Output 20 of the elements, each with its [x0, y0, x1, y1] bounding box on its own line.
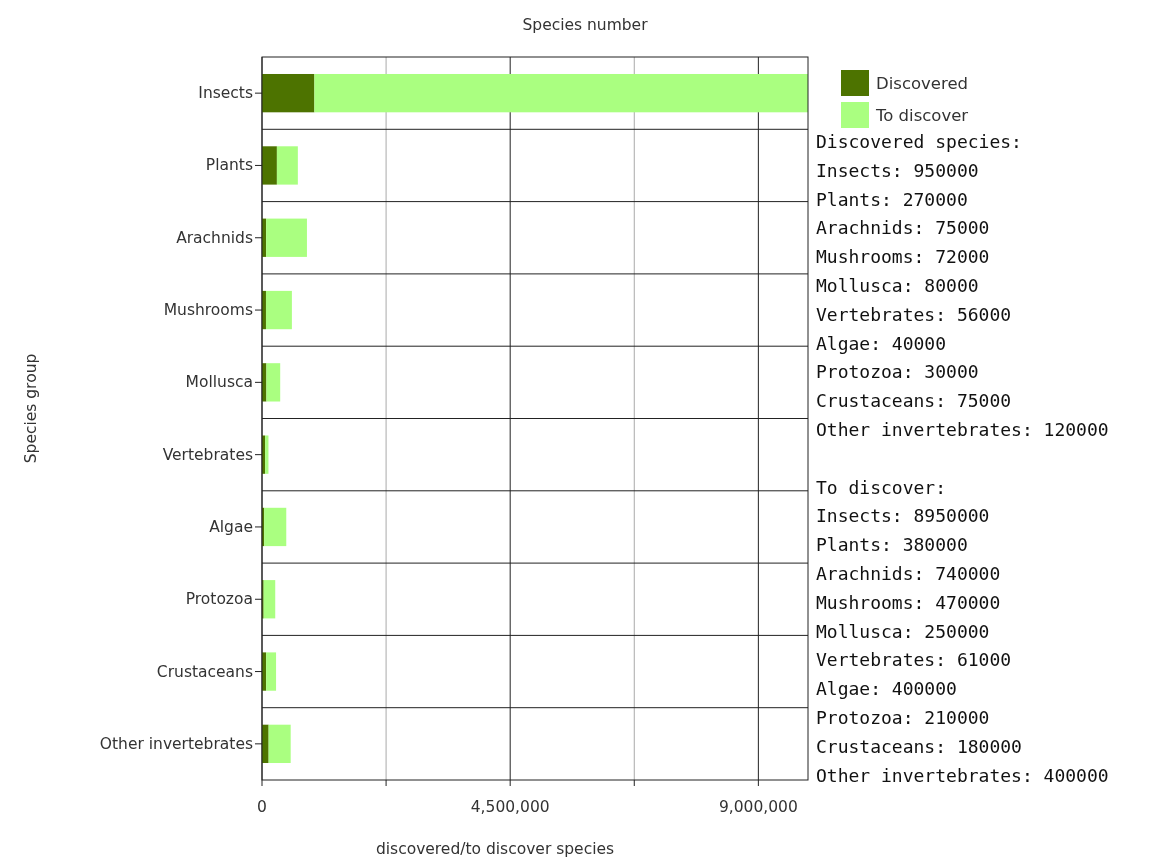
- chart-title: Species number: [522, 16, 649, 34]
- x-axis-title: discovered/to discover species: [375, 840, 615, 858]
- x-tick-label: 4,500,000: [470, 798, 550, 816]
- x-tick-label: 9,000,000: [718, 798, 798, 816]
- y-tick-label: Mushrooms: [163, 301, 253, 320]
- y-tick-label: Other invertebrates: [99, 734, 253, 753]
- text: To discover: Insects: 8950000 Plants: 380000 Arachnids: 740000 Mushrooms: 470000 Mollusca: 250000 Vertebrates: 61000 Algae: 400000 Protozoa: 210000 Crustaceans: 180000 Other invertebrates: 400000: [816, 476, 1109, 786]
- y-tick-label: Arachnids: [176, 228, 253, 247]
- legend-label: Discovered: [876, 74, 969, 93]
- x-tick-label: 0: [257, 798, 267, 816]
- y-tick-label: Crustaceans: [156, 662, 253, 681]
- text: Discovered species: Insects: 950000 Plants: 270000 Arachnids: 75000 Mushrooms: 72000 Mollusca: 80000 Vertebrates: 56000 Algae: 40000 Protozoa: 30000 Crustaceans: 75000 Other invertebrates: 120000: [816, 131, 1109, 440]
- y-tick-label: Plants: [205, 156, 253, 175]
- y-tick-label: Protozoa: [185, 590, 253, 609]
- y-tick-label: Mollusca: [185, 373, 253, 392]
- y-axis-title: Species group: [22, 353, 40, 464]
- legend-label: To discover: [875, 106, 969, 125]
- y-tick-label: Insects: [198, 84, 253, 103]
- y-tick-label: Algae: [209, 517, 253, 536]
- y-tick-label: Vertebrates: [162, 445, 253, 464]
